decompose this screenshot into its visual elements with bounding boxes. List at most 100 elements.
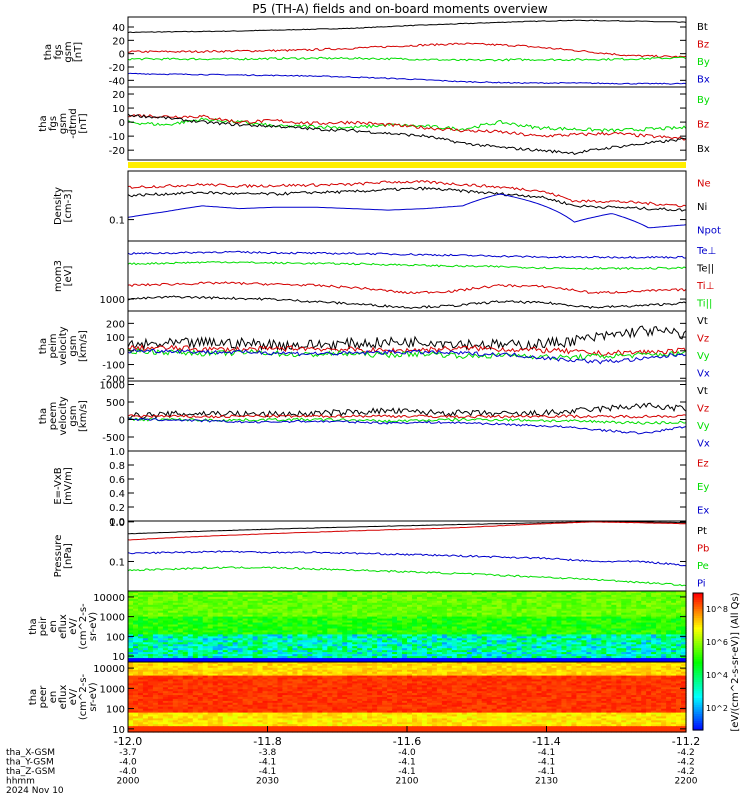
spectrogram-cell [152,650,159,653]
spectrogram-cell [616,652,622,655]
spectrogram-cell [551,656,558,659]
spectrogram-cell [491,642,498,645]
spectrogram-cell [496,596,503,600]
spectrogram-cell [292,596,298,600]
spectrogram-cell [352,640,358,643]
spectrogram-cell [287,660,293,663]
spectrogram-cell [162,600,169,604]
spectrogram-cell [317,663,323,667]
spectrogram-cell [292,628,298,632]
spectrogram-cell [476,604,483,608]
spectrogram-cell [392,632,398,635]
spectrogram-cell [177,667,184,671]
spectrogram-cell [656,652,662,655]
spectrogram-cell [128,600,134,604]
spectrogram-cell [232,630,239,633]
spectrogram-cell [257,600,264,604]
spectrogram-cell [187,642,194,645]
spectrogram-cell [486,644,493,647]
spectrogram-cell [257,593,264,596]
spectrogram-cell [506,663,513,667]
spectrogram-cell [362,636,368,639]
spectrogram-cell [182,598,189,602]
spectrogram-cell [372,618,378,622]
spectrogram-cell [661,660,667,663]
spectrogram-cell [197,671,204,675]
spectrogram-cell [551,662,558,665]
spectrogram-cell [671,650,677,653]
spectrogram-cell [536,632,543,635]
spectrogram-cell [412,632,418,635]
spectrogram-cell [581,626,587,630]
spectrogram-cell [162,591,169,594]
spectrogram-cell [606,636,612,639]
spectrogram-cell [252,660,259,663]
spectrogram-cell [402,644,408,647]
spectrogram-cell [397,660,403,663]
spectrogram-cell [292,602,298,606]
spectrogram-cell [157,594,164,598]
spectrogram-cell [511,636,518,639]
y-axis-label: [eV] [63,266,74,287]
spectrogram-cell [431,604,438,608]
spectrogram-cell [332,673,338,677]
spectrogram-cell [541,624,548,628]
spectrogram-cell [317,598,323,602]
spectrogram-cell [377,658,383,661]
spectrogram-cell [372,622,378,626]
spectrogram-cell [466,618,473,622]
spectrogram-cell [566,656,572,659]
spectrogram-cell [147,660,154,663]
spectrogram-cell [167,632,174,635]
spectrogram-cell [576,594,582,598]
spectrogram-cell [138,660,144,663]
spectrogram-cell [192,638,199,641]
spectrogram-cell [661,667,667,671]
spectrogram-cell [412,634,418,637]
spectrogram-cell [471,646,478,649]
spectrogram-cell [611,628,617,632]
spectrogram-cell [292,626,298,630]
spectrogram-cell [142,616,149,620]
spectrogram-cell [152,669,159,673]
spectrogram-cell [272,604,279,608]
spectrogram-cell [606,610,612,614]
spectrogram-cell [491,622,498,626]
series-line-peem_velocity-3 [127,418,687,435]
spectrogram-cell [466,671,473,675]
spectrogram-cell [446,628,453,632]
spectrogram-cell [451,650,458,653]
spectrogram-cell [541,662,548,665]
spectrogram-cell [302,654,308,657]
spectrogram-cell [481,608,488,612]
spectrogram-cell [147,636,154,639]
spectrogram-cell [152,594,159,598]
spectrogram-cell [541,648,548,651]
spectrogram-cell [581,602,587,606]
spectrogram-cell [536,658,543,661]
spectrogram-cell [586,650,592,653]
spectrogram-cell [237,662,244,665]
spectrogram-cell [586,608,592,612]
spectrogram-cell [501,602,508,606]
spectrogram-cell [676,642,682,645]
spectrogram-cell [491,624,498,628]
spectrogram-cell [666,602,672,606]
spectrogram-cell [138,638,144,641]
spectrogram-cell [402,616,408,620]
spectrogram-cell [162,610,169,614]
spectrogram-cell [297,652,303,655]
spectrogram-cell [172,667,179,671]
spectrogram-cell [621,620,627,624]
spectrogram-cell [182,618,189,622]
spectrogram-cell [292,636,298,639]
spectrogram-cell [367,636,373,639]
spectrogram-cell [162,618,169,622]
spectrogram-cell [212,618,219,622]
spectrogram-cell [671,662,677,665]
spectrogram-cell [128,593,134,596]
spectrogram-cell [252,606,259,610]
spectrogram-cell [297,648,303,651]
spectrogram-cell [377,660,383,663]
